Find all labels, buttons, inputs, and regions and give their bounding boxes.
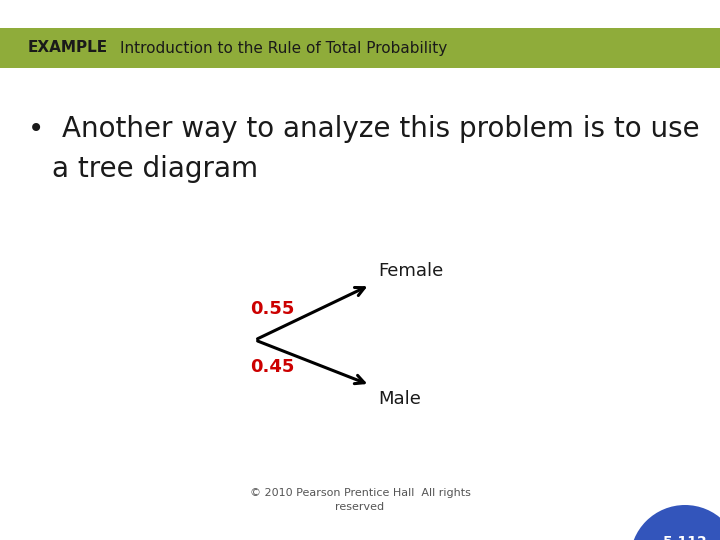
Text: 0.55: 0.55 bbox=[250, 300, 294, 318]
Text: © 2010 Pearson Prentice Hall  All rights
reserved: © 2010 Pearson Prentice Hall All rights … bbox=[250, 488, 470, 512]
Text: 0.45: 0.45 bbox=[250, 357, 294, 375]
Text: Male: Male bbox=[378, 390, 421, 408]
Text: •  Another way to analyze this problem is to use: • Another way to analyze this problem is… bbox=[28, 115, 700, 143]
Text: Female: Female bbox=[378, 262, 444, 280]
Text: Introduction to the Rule of Total Probability: Introduction to the Rule of Total Probab… bbox=[120, 40, 447, 56]
Text: 5-112: 5-112 bbox=[662, 535, 707, 540]
Text: a tree diagram: a tree diagram bbox=[52, 155, 258, 183]
Bar bbox=[0, 28, 720, 68]
Circle shape bbox=[630, 505, 720, 540]
Text: EXAMPLE: EXAMPLE bbox=[28, 40, 108, 56]
